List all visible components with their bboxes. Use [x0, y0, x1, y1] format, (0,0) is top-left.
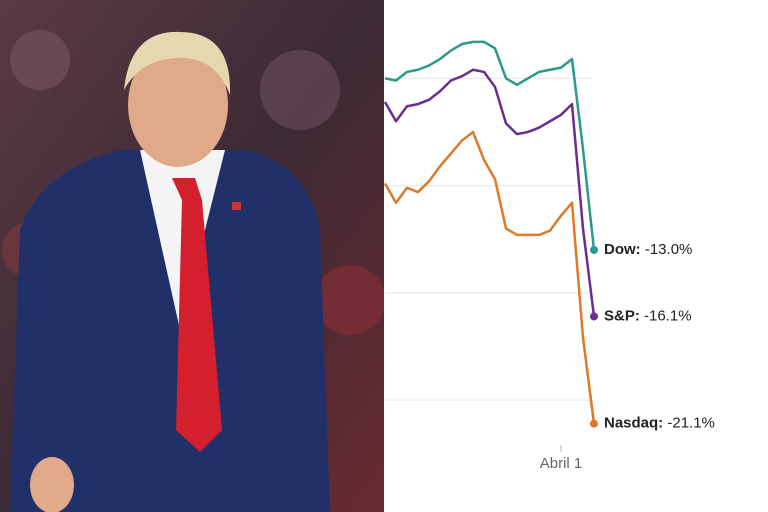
- crowd-blur: [260, 50, 340, 130]
- photo: [0, 0, 384, 512]
- crowd-blur: [315, 265, 384, 335]
- crowd-blur: [10, 30, 70, 90]
- series-label: Dow: -13.0%: [604, 241, 692, 258]
- face: [128, 43, 228, 167]
- line: [384, 130, 596, 424]
- suit: [10, 150, 330, 512]
- value-label: -16.1%: [644, 307, 692, 324]
- x-tick-label: Abril 1: [540, 455, 583, 472]
- hair: [124, 31, 231, 95]
- series-name: Dow:: [604, 241, 641, 258]
- line: [384, 40, 596, 251]
- end-dot: [590, 245, 598, 254]
- chart: Abril 1 Dow: -13.0% S&P: -16.1% Nasdaq: -21…: [384, 40, 715, 472]
- line: [384, 68, 596, 317]
- pin: [232, 202, 241, 210]
- series-name: Nasdaq:: [604, 415, 663, 432]
- tie: [172, 178, 222, 452]
- series-name: S&P:: [604, 307, 640, 324]
- end-dot: [590, 312, 598, 321]
- value-label: -21.1%: [667, 415, 715, 432]
- series-label: S&P: -16.1%: [604, 307, 692, 324]
- hand: [30, 457, 74, 512]
- end-dot: [590, 419, 598, 428]
- value-label: -13.0%: [645, 241, 693, 258]
- series-label: Nasdaq: -21.1%: [604, 415, 715, 432]
